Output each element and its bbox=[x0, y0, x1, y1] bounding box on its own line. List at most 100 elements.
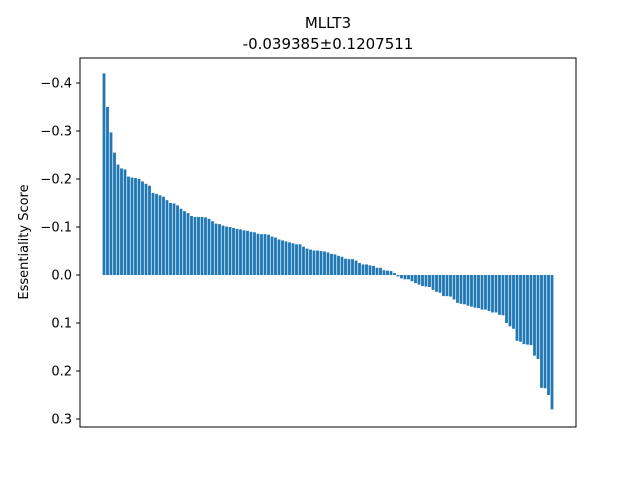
bar bbox=[505, 275, 508, 323]
bar bbox=[316, 250, 319, 275]
bar bbox=[281, 240, 284, 275]
bar bbox=[473, 275, 477, 308]
bar bbox=[445, 275, 449, 297]
bar bbox=[295, 244, 298, 275]
bar bbox=[536, 275, 540, 359]
bar bbox=[533, 275, 536, 356]
bar bbox=[323, 251, 326, 275]
bar bbox=[470, 275, 473, 307]
bar bbox=[547, 275, 550, 395]
y-tick-label: −0.2 bbox=[40, 173, 72, 188]
y-tick-label: 0.3 bbox=[51, 413, 72, 428]
bar bbox=[498, 275, 501, 315]
bar bbox=[274, 237, 277, 275]
y-tick-label: 0.0 bbox=[51, 269, 72, 284]
bar bbox=[424, 275, 428, 287]
bar bbox=[480, 275, 484, 310]
bar bbox=[540, 275, 543, 388]
bar bbox=[309, 249, 312, 275]
bar bbox=[193, 216, 197, 275]
bar bbox=[344, 258, 347, 275]
bar bbox=[337, 255, 340, 275]
bar bbox=[368, 265, 372, 275]
bar bbox=[354, 260, 358, 275]
y-tick-label: 0.1 bbox=[51, 317, 72, 332]
bar bbox=[158, 195, 162, 275]
bar bbox=[529, 275, 533, 346]
bar bbox=[246, 230, 249, 275]
bar bbox=[141, 181, 144, 275]
bar bbox=[207, 218, 211, 275]
bar bbox=[512, 275, 515, 329]
bar bbox=[379, 267, 382, 275]
bar bbox=[526, 275, 529, 345]
bar bbox=[477, 275, 480, 309]
y-tick-label: −0.3 bbox=[40, 125, 72, 140]
bar bbox=[333, 254, 337, 275]
bar bbox=[176, 205, 179, 275]
bar bbox=[127, 176, 130, 275]
bar bbox=[200, 216, 204, 275]
bar bbox=[232, 227, 235, 275]
bar bbox=[197, 216, 200, 275]
bar bbox=[351, 259, 354, 275]
bar bbox=[414, 275, 417, 284]
bar bbox=[302, 246, 305, 275]
bar bbox=[508, 275, 512, 327]
bar bbox=[519, 275, 522, 342]
plot-area-frame bbox=[79, 57, 577, 428]
bar bbox=[270, 236, 274, 275]
bar bbox=[375, 267, 379, 275]
bar bbox=[218, 224, 221, 275]
bar bbox=[466, 275, 470, 306]
bar bbox=[365, 264, 368, 275]
bar bbox=[550, 275, 554, 410]
bar bbox=[239, 229, 242, 275]
y-tick-label: −0.4 bbox=[40, 77, 72, 92]
bar bbox=[319, 251, 323, 275]
chart-subtitle: -0.039385±0.1207511 bbox=[243, 35, 414, 53]
bar bbox=[421, 275, 424, 287]
bar bbox=[260, 234, 263, 275]
bar bbox=[459, 275, 463, 304]
bar bbox=[543, 275, 547, 389]
bar bbox=[340, 256, 344, 275]
y-axis-ticks: −0.4 −0.3 −0.2 −0.1 0.0 0.1 0.2 0.3 bbox=[40, 77, 80, 428]
bar bbox=[522, 275, 526, 345]
bar bbox=[487, 275, 491, 311]
bar bbox=[347, 259, 351, 275]
bar bbox=[393, 273, 396, 275]
bar bbox=[204, 217, 207, 275]
bar bbox=[102, 73, 106, 276]
bar bbox=[151, 192, 155, 275]
bar bbox=[113, 152, 116, 275]
bar bbox=[494, 275, 498, 313]
bar bbox=[225, 226, 228, 275]
bar bbox=[491, 275, 494, 313]
bar bbox=[179, 208, 183, 275]
bar bbox=[144, 183, 148, 275]
bar bbox=[330, 253, 333, 275]
y-axis-label: Essentiality Score bbox=[17, 184, 32, 299]
bar bbox=[305, 248, 309, 275]
y-tick-label: 0.2 bbox=[51, 365, 72, 380]
chart-title: MLLT3 bbox=[305, 14, 351, 32]
bar bbox=[484, 275, 487, 310]
y-tick-label: −0.1 bbox=[40, 221, 72, 236]
bar bbox=[120, 168, 123, 275]
bar bbox=[428, 275, 431, 287]
bar bbox=[228, 227, 232, 275]
bar bbox=[312, 250, 316, 275]
bar bbox=[326, 252, 330, 275]
bar bbox=[256, 233, 260, 275]
bar bbox=[162, 196, 165, 275]
bar bbox=[463, 275, 466, 305]
bar bbox=[298, 244, 302, 275]
bar bbox=[389, 271, 393, 275]
bar bbox=[449, 275, 452, 297]
bar bbox=[400, 275, 403, 279]
bar bbox=[242, 230, 246, 275]
bar bbox=[284, 241, 288, 275]
bar bbox=[183, 211, 186, 275]
bar bbox=[396, 275, 400, 277]
